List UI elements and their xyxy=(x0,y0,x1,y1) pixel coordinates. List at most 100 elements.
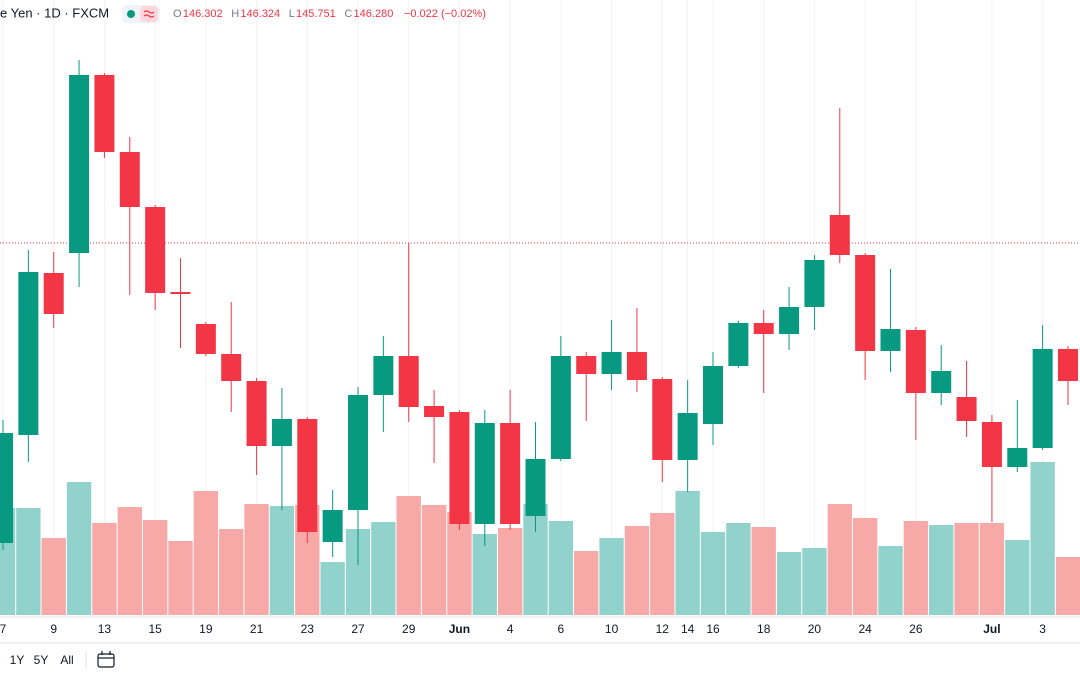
ohlc-label: O xyxy=(173,8,182,20)
candle-body xyxy=(626,352,647,380)
volume-bar xyxy=(472,534,497,615)
volume-bar xyxy=(1005,540,1030,615)
volume-bar xyxy=(193,491,219,615)
volume-bar xyxy=(726,523,751,615)
plot-area xyxy=(0,0,1080,615)
price-change: −0.022 (−0.02%) xyxy=(404,8,486,20)
volume-bar xyxy=(421,505,447,615)
x-tick-label: 14 xyxy=(681,622,695,636)
volume-bar xyxy=(244,504,269,615)
volume-bar xyxy=(954,523,979,615)
ohlc-label: C xyxy=(344,8,352,20)
candle-body xyxy=(43,273,64,314)
candle-body xyxy=(525,459,546,516)
candle-body xyxy=(69,75,90,253)
candle-body xyxy=(677,413,698,460)
candle-body xyxy=(0,433,13,543)
x-tick-label: 16 xyxy=(706,622,720,636)
candle-body xyxy=(348,395,368,510)
volume-bar xyxy=(599,538,624,615)
x-tick-label: 23 xyxy=(301,622,315,636)
volume-bar xyxy=(219,529,244,615)
x-tick-label: 19 xyxy=(199,622,213,636)
ohlc-value: 146.302 xyxy=(183,8,223,20)
candle-body xyxy=(981,422,1002,467)
candle-body xyxy=(931,371,952,393)
candle-body xyxy=(398,356,419,407)
candle-body xyxy=(94,75,115,152)
candle-body xyxy=(500,423,521,524)
candle-body xyxy=(728,323,749,366)
volume-bar xyxy=(320,562,345,615)
candle-body xyxy=(804,260,825,307)
x-tick-label: 6 xyxy=(558,622,565,636)
candle-body xyxy=(829,215,850,255)
volume-bar xyxy=(574,551,599,615)
candle-body xyxy=(550,356,571,459)
x-tick-label: 29 xyxy=(402,622,416,636)
volume-bar xyxy=(269,506,295,615)
volume-bar xyxy=(66,482,92,615)
candle-body xyxy=(221,354,242,381)
candle-body xyxy=(373,356,394,395)
ohlc-value: 146.280 xyxy=(354,8,394,20)
candle-body xyxy=(703,366,723,424)
volume-bar xyxy=(1055,557,1080,615)
ohlc-value: 146.324 xyxy=(240,8,280,20)
volume-bar xyxy=(371,522,396,615)
delay-badge[interactable] xyxy=(140,6,158,22)
x-tick-label: 3 xyxy=(1039,622,1046,636)
toolbar: 1Y 5Y All xyxy=(10,651,115,668)
candle-body xyxy=(753,323,774,334)
status-dot xyxy=(127,10,135,18)
volume-bar xyxy=(396,496,421,615)
x-tick-label: 21 xyxy=(250,622,264,636)
volume-bar xyxy=(979,523,1005,615)
range-button[interactable]: 5Y xyxy=(34,653,49,667)
candle-body xyxy=(1007,448,1028,467)
candle-body xyxy=(855,255,876,351)
volume-bar xyxy=(497,528,523,615)
candle-body xyxy=(1058,349,1078,381)
header: e Yen · 1D · FXCM O 146.302 H 146.324 L 145.7… xyxy=(0,5,486,23)
volume-bar xyxy=(700,532,726,615)
volume-bar xyxy=(929,525,954,615)
x-tick-label: 15 xyxy=(148,622,162,636)
candle-body xyxy=(474,423,495,524)
x-tick-label: 12 xyxy=(656,622,670,636)
x-tick-label: 7 xyxy=(0,622,7,636)
x-tick-label: 27 xyxy=(351,622,365,636)
ohlc-value: 145.751 xyxy=(296,8,336,20)
volume-bar xyxy=(41,538,66,615)
volume-bar xyxy=(903,521,929,615)
range-button[interactable]: 1Y xyxy=(10,653,25,667)
symbol: e Yen · 1D · FXCM xyxy=(0,5,109,20)
x-tick-label: 24 xyxy=(858,622,872,636)
candle-body xyxy=(119,152,140,207)
volume-bar xyxy=(650,513,675,615)
x-tick-label: 10 xyxy=(605,622,619,636)
volume-bar xyxy=(751,527,776,615)
candle-body xyxy=(880,329,901,351)
x-tick-label: 20 xyxy=(808,622,822,636)
candle-body xyxy=(170,292,191,294)
range-button[interactable]: All xyxy=(60,653,73,667)
candle-body xyxy=(246,381,267,446)
volume-bar xyxy=(776,552,802,615)
volume-bar xyxy=(878,546,903,615)
candle-body xyxy=(905,330,926,393)
candle-body xyxy=(652,379,673,460)
volume-bar xyxy=(802,548,827,615)
volume-bar xyxy=(675,491,700,615)
x-tick-label: 13 xyxy=(98,622,112,636)
candle-body xyxy=(297,419,318,532)
volume-bar xyxy=(548,521,574,615)
volume-bar xyxy=(117,507,142,615)
volume-bar xyxy=(827,504,852,615)
volume-bar xyxy=(624,526,650,615)
candle-body xyxy=(18,272,39,435)
candle-body xyxy=(779,307,800,334)
date-range-button[interactable] xyxy=(97,651,115,668)
x-tick-label: 9 xyxy=(50,622,57,636)
